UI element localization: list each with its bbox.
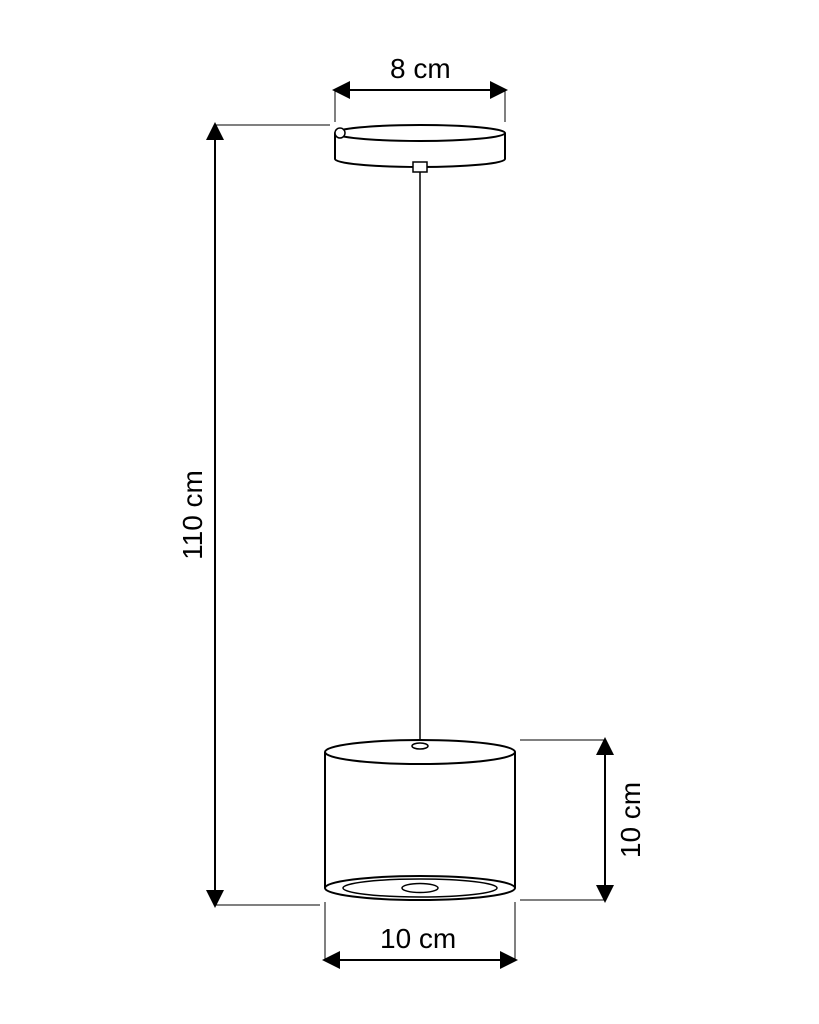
shade [325,740,515,900]
canopy-screw [335,128,345,138]
dim-total-height-label: 110 cm [177,470,208,560]
dim-shade-height: 10 cm [520,740,646,900]
dim-total-height: 110 cm [177,125,330,905]
dim-shade-width: 10 cm [325,902,515,960]
dim-shade-width-label: 10 cm [380,923,456,954]
dim-canopy-width-label: 8 cm [390,53,451,84]
canopy [335,125,505,172]
shade-cable-entry [412,743,428,749]
canopy-grip [413,162,427,172]
dim-shade-height-label: 10 cm [615,782,646,858]
canopy-top-ellipse [335,125,505,141]
dim-canopy-width: 8 cm [335,53,505,122]
